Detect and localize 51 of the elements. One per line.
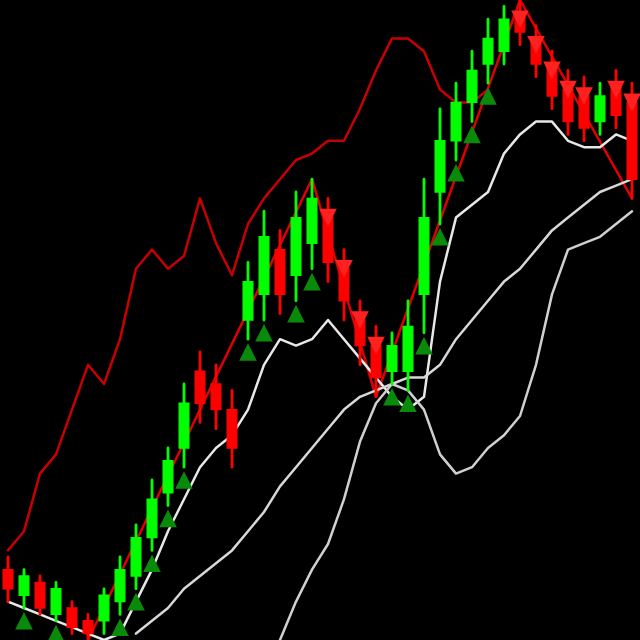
point: [319, 208, 337, 227]
point: [575, 87, 593, 105]
candlestick: [274, 229, 286, 315]
point: [335, 260, 353, 278]
point: [447, 164, 465, 182]
candlestick: [50, 581, 62, 623]
point: [527, 36, 545, 54]
point: [15, 612, 33, 630]
candlestick: [306, 177, 318, 271]
candlestick: [498, 5, 510, 66]
point: [399, 394, 417, 412]
point: [415, 336, 433, 355]
candlestick: [34, 574, 46, 616]
candlestick: [450, 81, 462, 162]
candlestick: [226, 389, 238, 469]
point: [239, 343, 257, 361]
point: [351, 311, 369, 329]
candlestick: [66, 600, 78, 635]
candlestick: [114, 555, 126, 616]
candlestick: [594, 81, 606, 136]
candlestick: [210, 363, 222, 431]
point: [511, 10, 529, 28]
point: [543, 61, 561, 80]
point: [431, 228, 449, 246]
candlestick: [242, 261, 254, 341]
point: [607, 80, 625, 99]
candlestick: [178, 382, 190, 469]
point: [159, 509, 177, 528]
point: [367, 336, 385, 355]
point: [287, 304, 305, 323]
candlestick: [82, 613, 94, 640]
candlestick: [146, 478, 158, 552]
point: [143, 554, 161, 572]
point: [303, 272, 321, 291]
candlestick: [386, 331, 398, 386]
candlestick: [130, 523, 142, 591]
point: [127, 592, 145, 611]
candlestick: [482, 17, 494, 85]
candlestick: [18, 568, 30, 610]
point: [479, 87, 497, 105]
point: [175, 471, 193, 489]
candlestick: [194, 350, 206, 424]
candlestick: [466, 49, 478, 123]
point: [623, 93, 640, 112]
point: [463, 125, 481, 144]
point: [111, 618, 129, 636]
point: [559, 80, 577, 99]
point: [255, 324, 273, 342]
candlestick: [402, 299, 414, 392]
point: [383, 388, 401, 406]
candlestick: [162, 446, 174, 507]
